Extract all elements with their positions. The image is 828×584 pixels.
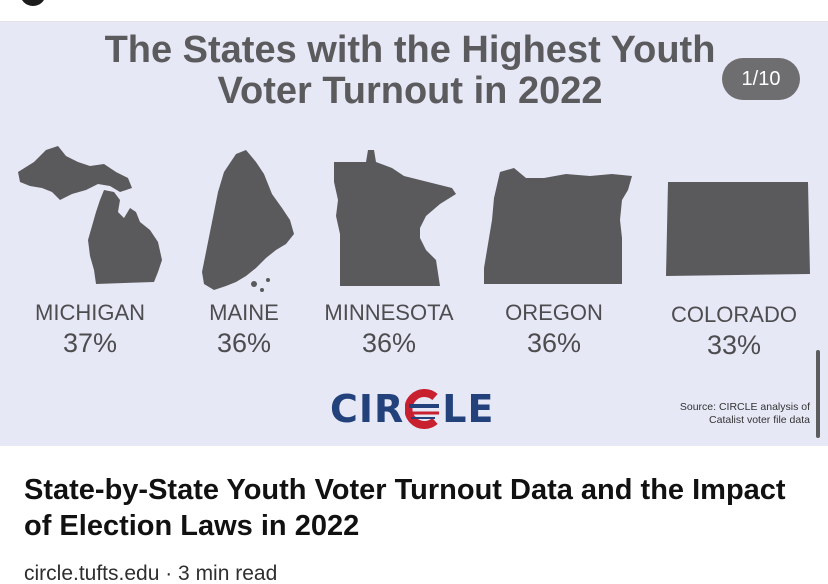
state-name-michigan: MICHIGAN bbox=[35, 300, 145, 325]
state-name-colorado: COLORADO bbox=[671, 302, 797, 327]
slide-counter-badge: 1/10 bbox=[722, 58, 800, 100]
slide-title: The States with the Highest Youth Voter … bbox=[104, 29, 716, 112]
article-meta: circle.tufts.edu · 3 min read bbox=[24, 562, 278, 584]
michigan-lower-map bbox=[88, 190, 162, 284]
state-name-oregon: OREGON bbox=[505, 300, 603, 325]
link-preview-card[interactable]: The States with the Highest Youth Voter … bbox=[0, 22, 828, 446]
avatar[interactable] bbox=[20, 0, 46, 6]
state-percent-colorado: 33% bbox=[706, 330, 762, 360]
maine-map bbox=[202, 150, 294, 290]
scrollbar-thumb[interactable] bbox=[816, 350, 820, 438]
logo-text-right: LE bbox=[442, 387, 495, 431]
logo-text-left: CIR bbox=[330, 387, 405, 431]
minnesota-map bbox=[334, 150, 456, 286]
state-name-maine: MAINE bbox=[209, 300, 279, 325]
source-note: Source: CIRCLE analysis of Catalist vote… bbox=[610, 401, 810, 427]
state-percent-michigan: 37% bbox=[62, 328, 118, 358]
top-strip bbox=[0, 0, 828, 22]
colorado-map bbox=[666, 182, 810, 276]
oregon-map bbox=[484, 168, 632, 284]
michigan-upper-map bbox=[18, 146, 132, 200]
state-percent-maine: 36% bbox=[216, 328, 272, 358]
source-line-2: Catalist voter file data bbox=[709, 414, 810, 426]
source-line-1: Source: CIRCLE analysis of bbox=[679, 401, 810, 413]
state-maps bbox=[18, 146, 810, 292]
state-name-minnesota: MINNESOTA bbox=[324, 300, 454, 325]
state-percent-oregon: 36% bbox=[526, 328, 582, 358]
circle-logo: CIR LE bbox=[330, 386, 494, 432]
flag-c-icon bbox=[405, 389, 440, 429]
state-percent-minnesota: 36% bbox=[361, 328, 417, 358]
article-headline[interactable]: State-by-State Youth Voter Turnout Data … bbox=[24, 474, 786, 542]
